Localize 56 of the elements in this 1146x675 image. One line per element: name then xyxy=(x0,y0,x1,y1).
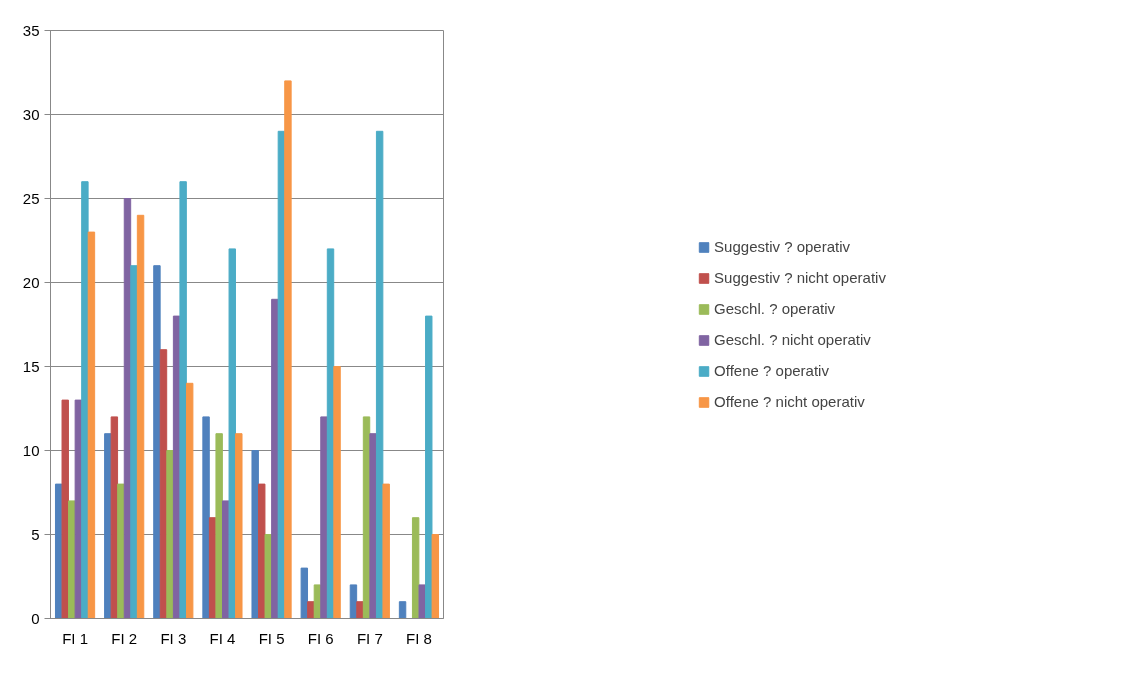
bar xyxy=(300,567,309,619)
bar xyxy=(81,181,89,619)
y-tick-label: 5 xyxy=(31,525,40,543)
legend-label: Offene ? nicht operativ xyxy=(714,393,865,410)
bar xyxy=(375,130,384,619)
y-tick-label: 15 xyxy=(22,357,40,375)
y-tick-label: 25 xyxy=(22,189,40,207)
bar xyxy=(284,80,292,619)
bar xyxy=(235,433,243,619)
x-tick-label: FI 4 xyxy=(209,629,236,647)
y-tick-label: 10 xyxy=(22,441,40,459)
bar xyxy=(258,483,266,619)
bar xyxy=(251,450,259,619)
bar xyxy=(215,433,223,619)
bar xyxy=(320,416,328,619)
x-tick-label: FI 8 xyxy=(406,629,432,647)
bar xyxy=(179,181,187,619)
legend-label: Geschl. ? operativ xyxy=(714,300,836,317)
bar xyxy=(382,483,390,619)
bar xyxy=(333,366,341,619)
x-tick-label: FI 3 xyxy=(160,629,187,647)
bar xyxy=(418,584,426,619)
bar xyxy=(117,483,125,619)
y-tick-label: 0 xyxy=(31,609,40,627)
bar xyxy=(87,231,96,619)
legend-label: Offene ? operativ xyxy=(714,362,829,379)
bar xyxy=(398,601,407,619)
bar xyxy=(425,315,433,619)
bar xyxy=(74,399,83,619)
y-tick-label: 30 xyxy=(22,105,40,123)
bar xyxy=(185,382,194,619)
bar xyxy=(202,416,210,619)
x-tick-label: FI 5 xyxy=(258,629,285,647)
bar xyxy=(431,534,440,619)
bar xyxy=(61,399,69,619)
bar xyxy=(104,433,112,619)
bar xyxy=(307,601,315,619)
bar xyxy=(136,214,145,619)
x-tick-label: FI 6 xyxy=(307,629,334,647)
bar xyxy=(271,298,279,619)
legend-label: Suggestiv ? operativ xyxy=(714,238,851,255)
bar xyxy=(228,248,236,619)
y-tick-label: 35 xyxy=(22,21,40,39)
x-tick-label: FI 1 xyxy=(62,629,88,647)
bar xyxy=(166,450,174,619)
bar xyxy=(369,433,377,619)
bar xyxy=(264,534,272,619)
bar xyxy=(411,517,420,619)
y-tick-label: 20 xyxy=(22,273,40,291)
legend-label: Geschl. ? nicht operativ xyxy=(714,331,871,348)
bar xyxy=(130,265,138,619)
bar xyxy=(356,601,364,619)
legend-label: Suggestiv ? nicht operativ xyxy=(714,269,886,286)
bar xyxy=(153,265,161,619)
x-tick-label: FI 7 xyxy=(356,629,383,647)
x-tick-label: FI 2 xyxy=(111,629,138,647)
